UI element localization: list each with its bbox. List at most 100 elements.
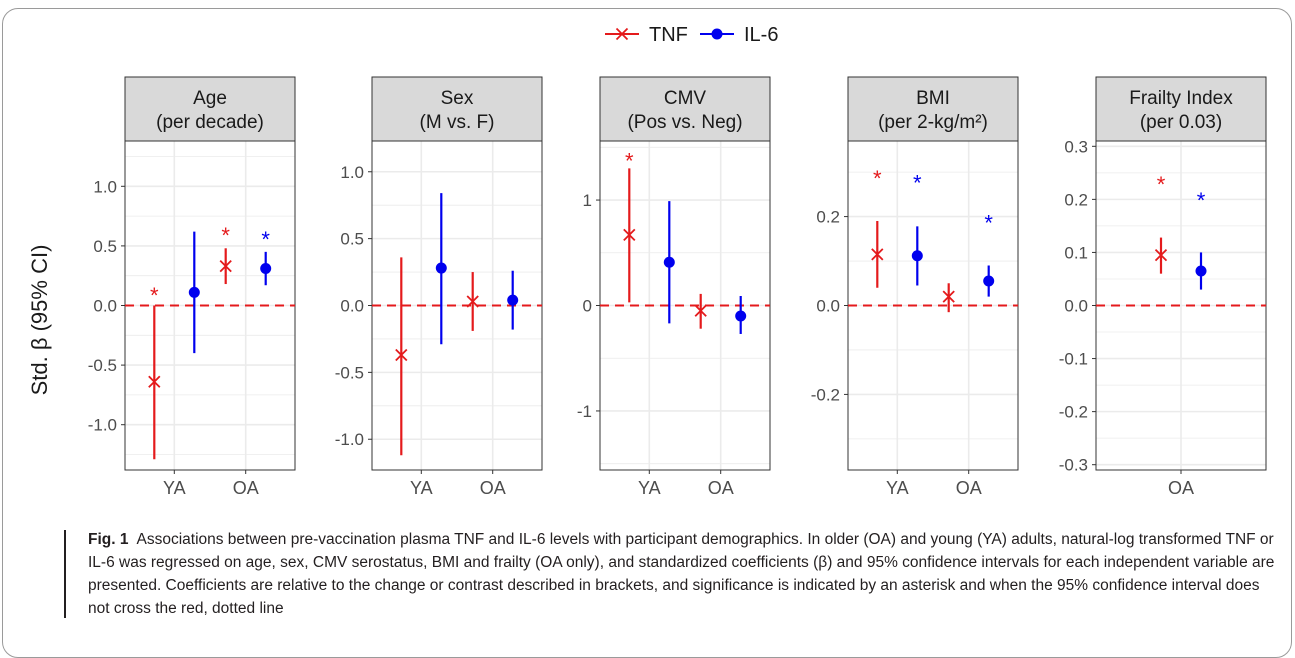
strip-background — [124, 76, 296, 142]
strip-background — [599, 76, 771, 142]
series-il-6: * — [1195, 188, 1207, 290]
point-estimate-x — [148, 375, 161, 388]
x-tick-label: OA — [956, 478, 982, 498]
y-axis-title: Std. β (95% CI) — [27, 245, 52, 396]
series-il-6 — [435, 193, 519, 345]
figure: TNF IL-6 Std. β (95% CI) Age (per decade) -… — [2, 8, 1292, 658]
strip-background — [1095, 76, 1267, 142]
point-estimate-dot — [983, 275, 995, 287]
point-estimate-dot — [1195, 265, 1207, 277]
legend-key-dot — [711, 28, 723, 40]
y-tick-label: 0.5 — [340, 230, 364, 249]
y-tick-label: -0.1 — [1059, 350, 1088, 369]
strip-title-line: Frailty Index — [1129, 88, 1233, 109]
panel-5: Frailty Index (per 0.03) -0.3 -0.2 -0.1 0.0 0.… — [1059, 76, 1267, 498]
series-il-6 — [663, 201, 747, 334]
strip-title-line: (per 2-kg/m²) — [878, 112, 988, 133]
point-estimate-x-stroke-b — [1154, 248, 1168, 262]
point-estimate-x-stroke-b — [148, 375, 161, 388]
y-tick-label: 0.3 — [1064, 137, 1088, 156]
series-tnf: * — [1154, 172, 1168, 274]
strip-background — [847, 76, 1019, 142]
x-tick-label: YA — [163, 478, 186, 498]
legend-item-tnf: TNF — [605, 24, 688, 46]
y-tick-label: 1.0 — [340, 163, 364, 182]
series-tnf: * — [623, 149, 707, 329]
strip-title-line: Sex — [441, 88, 474, 109]
point-estimate-x — [942, 290, 955, 303]
point-estimate-dot — [735, 310, 747, 322]
series-il-6: * — [188, 227, 272, 354]
significance-asterisk: * — [625, 149, 634, 174]
point-estimate-x-stroke-b — [623, 228, 636, 241]
series-il-6: ** — [911, 171, 995, 297]
panel-4: BMI(per 2-kg/m²)-0.20.00.2YA OA* ** — [811, 76, 1019, 498]
significance-asterisk: * — [1157, 172, 1166, 197]
significance-asterisk: * — [1197, 188, 1206, 213]
point-estimate-x-stroke-b — [942, 290, 955, 303]
significance-asterisk: * — [913, 171, 922, 196]
strip-title-line: (per 0.03) — [1140, 112, 1222, 133]
legend-label: IL-6 — [744, 24, 778, 46]
series-tnf: ** — [148, 223, 232, 460]
point-estimate-x-stroke-b — [395, 348, 408, 362]
caption-rule — [64, 530, 66, 618]
x-tick-label: YA — [638, 478, 661, 498]
y-tick-label: -0.5 — [88, 356, 117, 375]
y-tick-label: 0.1 — [1064, 243, 1088, 262]
caption-text: Associations between pre-vaccination pla… — [88, 531, 1275, 617]
series-tnf: * — [871, 166, 955, 313]
y-tick-label: 0.0 — [340, 297, 364, 316]
point-estimate-x — [219, 260, 232, 273]
strip-title-line: (Pos vs. Neg) — [627, 112, 742, 133]
y-tick-label: 0.2 — [1064, 190, 1088, 209]
point-estimate-dot — [435, 262, 447, 274]
point-estimate-x — [871, 248, 884, 261]
legend: TNF IL-6 — [605, 24, 778, 46]
x-tick-label: OA — [233, 478, 259, 498]
strip-background — [371, 76, 543, 142]
y-tick-label: -1 — [577, 402, 592, 421]
significance-asterisk: * — [261, 227, 270, 252]
significance-asterisk: * — [150, 283, 159, 308]
legend-item-il-6: IL-6 — [700, 24, 778, 46]
forest-plot: TNF IL-6 Std. β (95% CI) Age (per decade) -… — [27, 24, 1267, 498]
y-tick-label: 0.2 — [816, 208, 840, 227]
figure-caption: Fig. 1 Associations between pre-vaccinati… — [88, 528, 1280, 620]
y-tick-label: -0.5 — [335, 363, 364, 382]
point-estimate-x-stroke-b — [871, 248, 884, 261]
point-estimate-x — [694, 304, 707, 317]
y-tick-label: 1.0 — [93, 177, 117, 196]
strip-title-line: CMV — [664, 88, 707, 109]
legend-label: TNF — [649, 24, 688, 46]
y-tick-label: -0.2 — [811, 385, 840, 404]
y-tick-label: -0.3 — [1059, 456, 1088, 475]
caption-label: Fig. 1 — [88, 531, 129, 548]
panel-1: Age(per decade)-1.0-0.50.00.51.0YA OA** * — [88, 76, 296, 498]
y-tick-label: -1.0 — [335, 430, 364, 449]
point-estimate-x-stroke-b — [694, 304, 707, 317]
y-tick-label: 0 — [583, 297, 592, 316]
y-tick-label: 0.0 — [816, 297, 840, 316]
y-tick-label: 0.5 — [93, 237, 117, 256]
point-estimate-dot — [507, 294, 519, 306]
point-estimate-x — [1154, 248, 1168, 262]
x-tick-label: OA — [708, 478, 734, 498]
point-estimate-dot — [188, 286, 200, 298]
x-tick-label: OA — [480, 478, 506, 498]
point-estimate-x-stroke-b — [466, 295, 479, 308]
significance-asterisk: * — [221, 223, 230, 248]
point-estimate-x-stroke-b — [219, 260, 232, 273]
x-tick-label: OA — [1168, 478, 1194, 498]
y-tick-label: 0.0 — [1064, 297, 1088, 316]
panel-2: Sex (M vs. F) -1.0 -0.5 0.0 0.5 1.0 YA OA — [335, 76, 543, 498]
y-tick-label: 0.0 — [93, 297, 117, 316]
x-tick-label: YA — [410, 478, 433, 498]
y-tick-label: -1.0 — [88, 416, 117, 435]
y-tick-label: 1 — [583, 191, 592, 210]
strip-title-line: (per decade) — [156, 112, 264, 133]
panel-3: CMV (Pos vs. Neg) -1 0 1 YA OA * — [577, 76, 771, 498]
point-estimate-dot — [260, 263, 272, 275]
point-estimate-dot — [663, 256, 675, 268]
series-tnf — [395, 257, 479, 456]
